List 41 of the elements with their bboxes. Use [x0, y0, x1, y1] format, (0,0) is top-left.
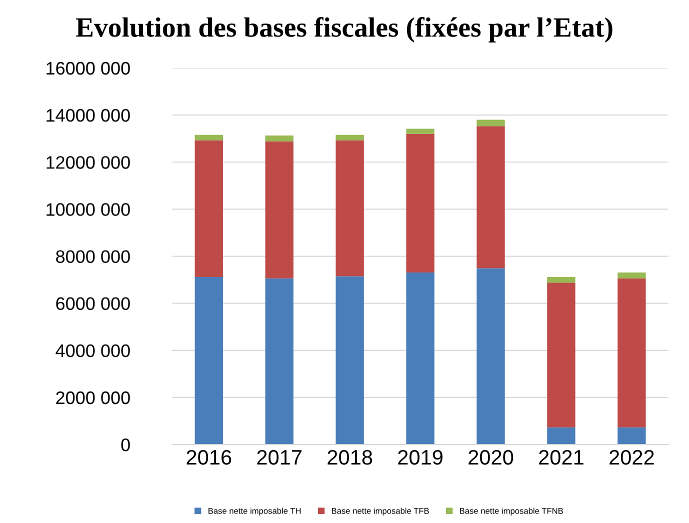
y-tick-label: 16000 000: [46, 62, 130, 75]
chart-title: Evolution des bases fiscales (fixées par l’Etat): [76, 17, 612, 43]
bar: [618, 427, 646, 445]
bar: [547, 276, 576, 283]
bar: [476, 120, 505, 126]
bar: [265, 136, 294, 142]
bar: [547, 282, 576, 428]
bar: [336, 276, 364, 445]
x-tick-label: 2016: [186, 450, 232, 465]
legend-label: Base nette imposable TFNB: [460, 508, 563, 516]
bar: [194, 276, 223, 445]
x-tick-label: 2017: [257, 450, 302, 465]
bar: [336, 140, 364, 276]
bar: [265, 278, 294, 445]
y-tick-label: 10000 000: [46, 203, 130, 216]
bar: [336, 134, 364, 140]
y-tick-label: 4000 000: [56, 344, 130, 358]
y-tick-label: 14000 000: [46, 108, 130, 122]
bar: [618, 272, 646, 278]
legend-label: Base nette imposable TFB: [332, 508, 429, 516]
x-tick-label: 2019: [398, 450, 442, 465]
y-tick-label: 2000 000: [56, 391, 130, 404]
bar: [618, 278, 646, 428]
bar: [406, 128, 434, 134]
y-tick-label: 8000 000: [56, 250, 130, 263]
bar: [476, 268, 505, 445]
bar: [265, 141, 294, 278]
x-tick-label: 2021: [539, 450, 584, 465]
bar: [547, 427, 576, 445]
x-tick-label: 2022: [610, 450, 654, 465]
legend-label: Base nette imposable TH: [208, 508, 301, 516]
bar: [406, 272, 434, 445]
bar: [406, 134, 434, 273]
x-tick-label: 2020: [468, 450, 514, 465]
x-tick-label: 2018: [328, 450, 372, 465]
bar: [194, 134, 223, 140]
y-tick-label: 12000 000: [46, 156, 130, 169]
y-tick-label: 0: [121, 438, 130, 452]
y-tick-label: 6000 000: [56, 297, 130, 310]
bar: [476, 126, 505, 268]
bar: [194, 140, 223, 277]
